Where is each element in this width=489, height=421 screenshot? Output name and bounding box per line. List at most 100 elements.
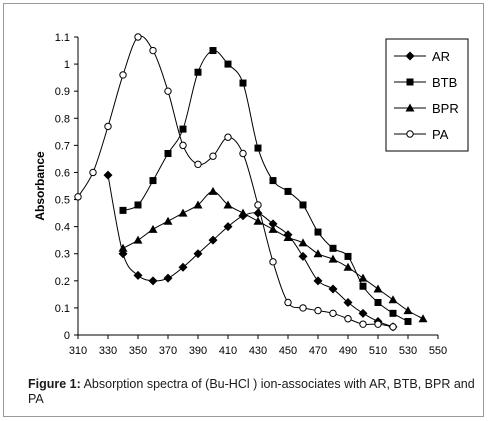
data-point-bpr: [358, 273, 368, 282]
data-point-bpr: [343, 262, 353, 271]
data-point-pa: [239, 149, 247, 158]
legend-marker-btb: [406, 78, 414, 86]
data-point-btb: [134, 201, 142, 209]
x-tick-label: 410: [219, 345, 237, 357]
data-point-btb: [404, 317, 412, 325]
data-point-pa: [344, 315, 352, 323]
x-tick-label: 310: [69, 345, 87, 357]
data-point-pa: [389, 323, 397, 331]
legend-box: [385, 38, 469, 152]
x-tick-label: 510: [369, 345, 387, 357]
data-point-btb: [164, 149, 172, 157]
data-point-pa: [119, 71, 127, 79]
x-tick-label: 550: [429, 345, 447, 357]
data-point-pa: [374, 320, 382, 328]
data-point-btb: [329, 244, 337, 252]
data-point-bpr: [148, 224, 158, 233]
data-point-ar: [268, 219, 278, 229]
y-tick-label: 0.3: [55, 249, 70, 261]
x-tick-label: 370: [159, 345, 177, 357]
data-point-btb: [194, 68, 202, 76]
data-point-ar: [163, 273, 173, 283]
data-point-bpr: [403, 306, 413, 315]
data-point-btb: [149, 177, 157, 185]
data-point-ar: [328, 284, 338, 294]
data-point-btb: [254, 144, 262, 152]
data-point-btb: [239, 79, 247, 87]
data-point-btb: [269, 177, 277, 185]
data-point-pa: [314, 306, 322, 315]
legend-label-bpr: BPR: [432, 101, 459, 116]
x-tick-label: 530: [399, 345, 417, 357]
data-point-btb: [224, 60, 232, 68]
y-tick-label: 0.9: [55, 86, 70, 98]
data-point-btb: [389, 309, 397, 317]
data-point-pa: [179, 141, 187, 150]
data-point-ar: [103, 170, 113, 180]
data-point-btb: [344, 252, 352, 260]
data-point-pa: [134, 33, 142, 41]
data-point-pa: [104, 122, 112, 131]
data-point-pa: [299, 304, 307, 312]
caption-text: Absorption spectra of (Bu-HCl ) ion-asso…: [28, 377, 475, 406]
data-point-btb: [359, 282, 367, 290]
data-point-ar: [343, 297, 353, 307]
data-point-btb: [299, 201, 307, 209]
data-point-pa: [194, 160, 202, 169]
data-point-bpr: [178, 208, 188, 217]
data-point-pa: [254, 201, 262, 209]
x-tick-label: 430: [249, 345, 267, 357]
y-axis-label: Absorbance: [33, 151, 47, 221]
data-point-pa: [329, 309, 337, 318]
data-point-pa: [74, 193, 82, 201]
data-point-btb: [314, 228, 322, 236]
data-point-bpr: [418, 314, 428, 323]
data-point-ar: [148, 276, 158, 286]
legend-marker-ar: [405, 51, 415, 61]
x-tick-label: 470: [309, 345, 327, 357]
legend-label-ar: AR: [432, 49, 450, 64]
data-point-bpr: [253, 216, 263, 225]
legend-label-btb: BTB: [432, 75, 457, 90]
x-tick-label: 350: [129, 345, 147, 357]
data-point-btb: [374, 298, 382, 306]
y-tick-label: 0.5: [55, 195, 70, 207]
data-point-ar: [313, 276, 323, 286]
data-point-btb: [209, 47, 217, 55]
data-point-bpr: [373, 284, 383, 293]
data-point-pa: [164, 87, 172, 95]
data-point-bpr: [298, 238, 308, 247]
data-point-ar: [358, 308, 368, 318]
data-point-ar: [178, 262, 188, 272]
data-point-btb: [179, 125, 187, 133]
data-point-pa: [269, 258, 277, 266]
data-point-bpr: [208, 186, 218, 195]
x-tick-label: 390: [189, 345, 207, 357]
figure-caption: Figure 1: Absorption spectra of (Bu-HCl …: [28, 377, 478, 407]
data-point-pa: [149, 46, 157, 55]
x-tick-label: 330: [99, 345, 117, 357]
data-point-bpr: [133, 235, 143, 244]
y-tick-label: 0.1: [55, 303, 70, 315]
y-tick-label: 1: [64, 59, 70, 71]
data-point-btb: [119, 206, 127, 214]
data-point-ar: [208, 235, 218, 245]
y-tick-label: 1.1: [55, 32, 70, 44]
data-point-bpr: [313, 249, 323, 258]
y-tick-label: 0.6: [55, 167, 70, 179]
data-point-pa: [209, 152, 217, 160]
y-tick-label: 0: [64, 330, 70, 342]
data-point-bpr: [328, 254, 338, 263]
legend-marker-pa: [406, 130, 414, 138]
data-point-pa: [284, 298, 292, 307]
data-point-pa: [359, 320, 367, 328]
data-point-ar: [133, 270, 143, 280]
data-point-bpr: [193, 200, 203, 209]
legend-marker-bpr: [405, 103, 415, 112]
caption-label: Figure 1:: [28, 377, 81, 391]
data-point-bpr: [163, 216, 173, 225]
legend-label-pa: PA: [432, 127, 449, 142]
data-point-ar: [193, 249, 203, 259]
data-point-bpr: [388, 295, 398, 304]
